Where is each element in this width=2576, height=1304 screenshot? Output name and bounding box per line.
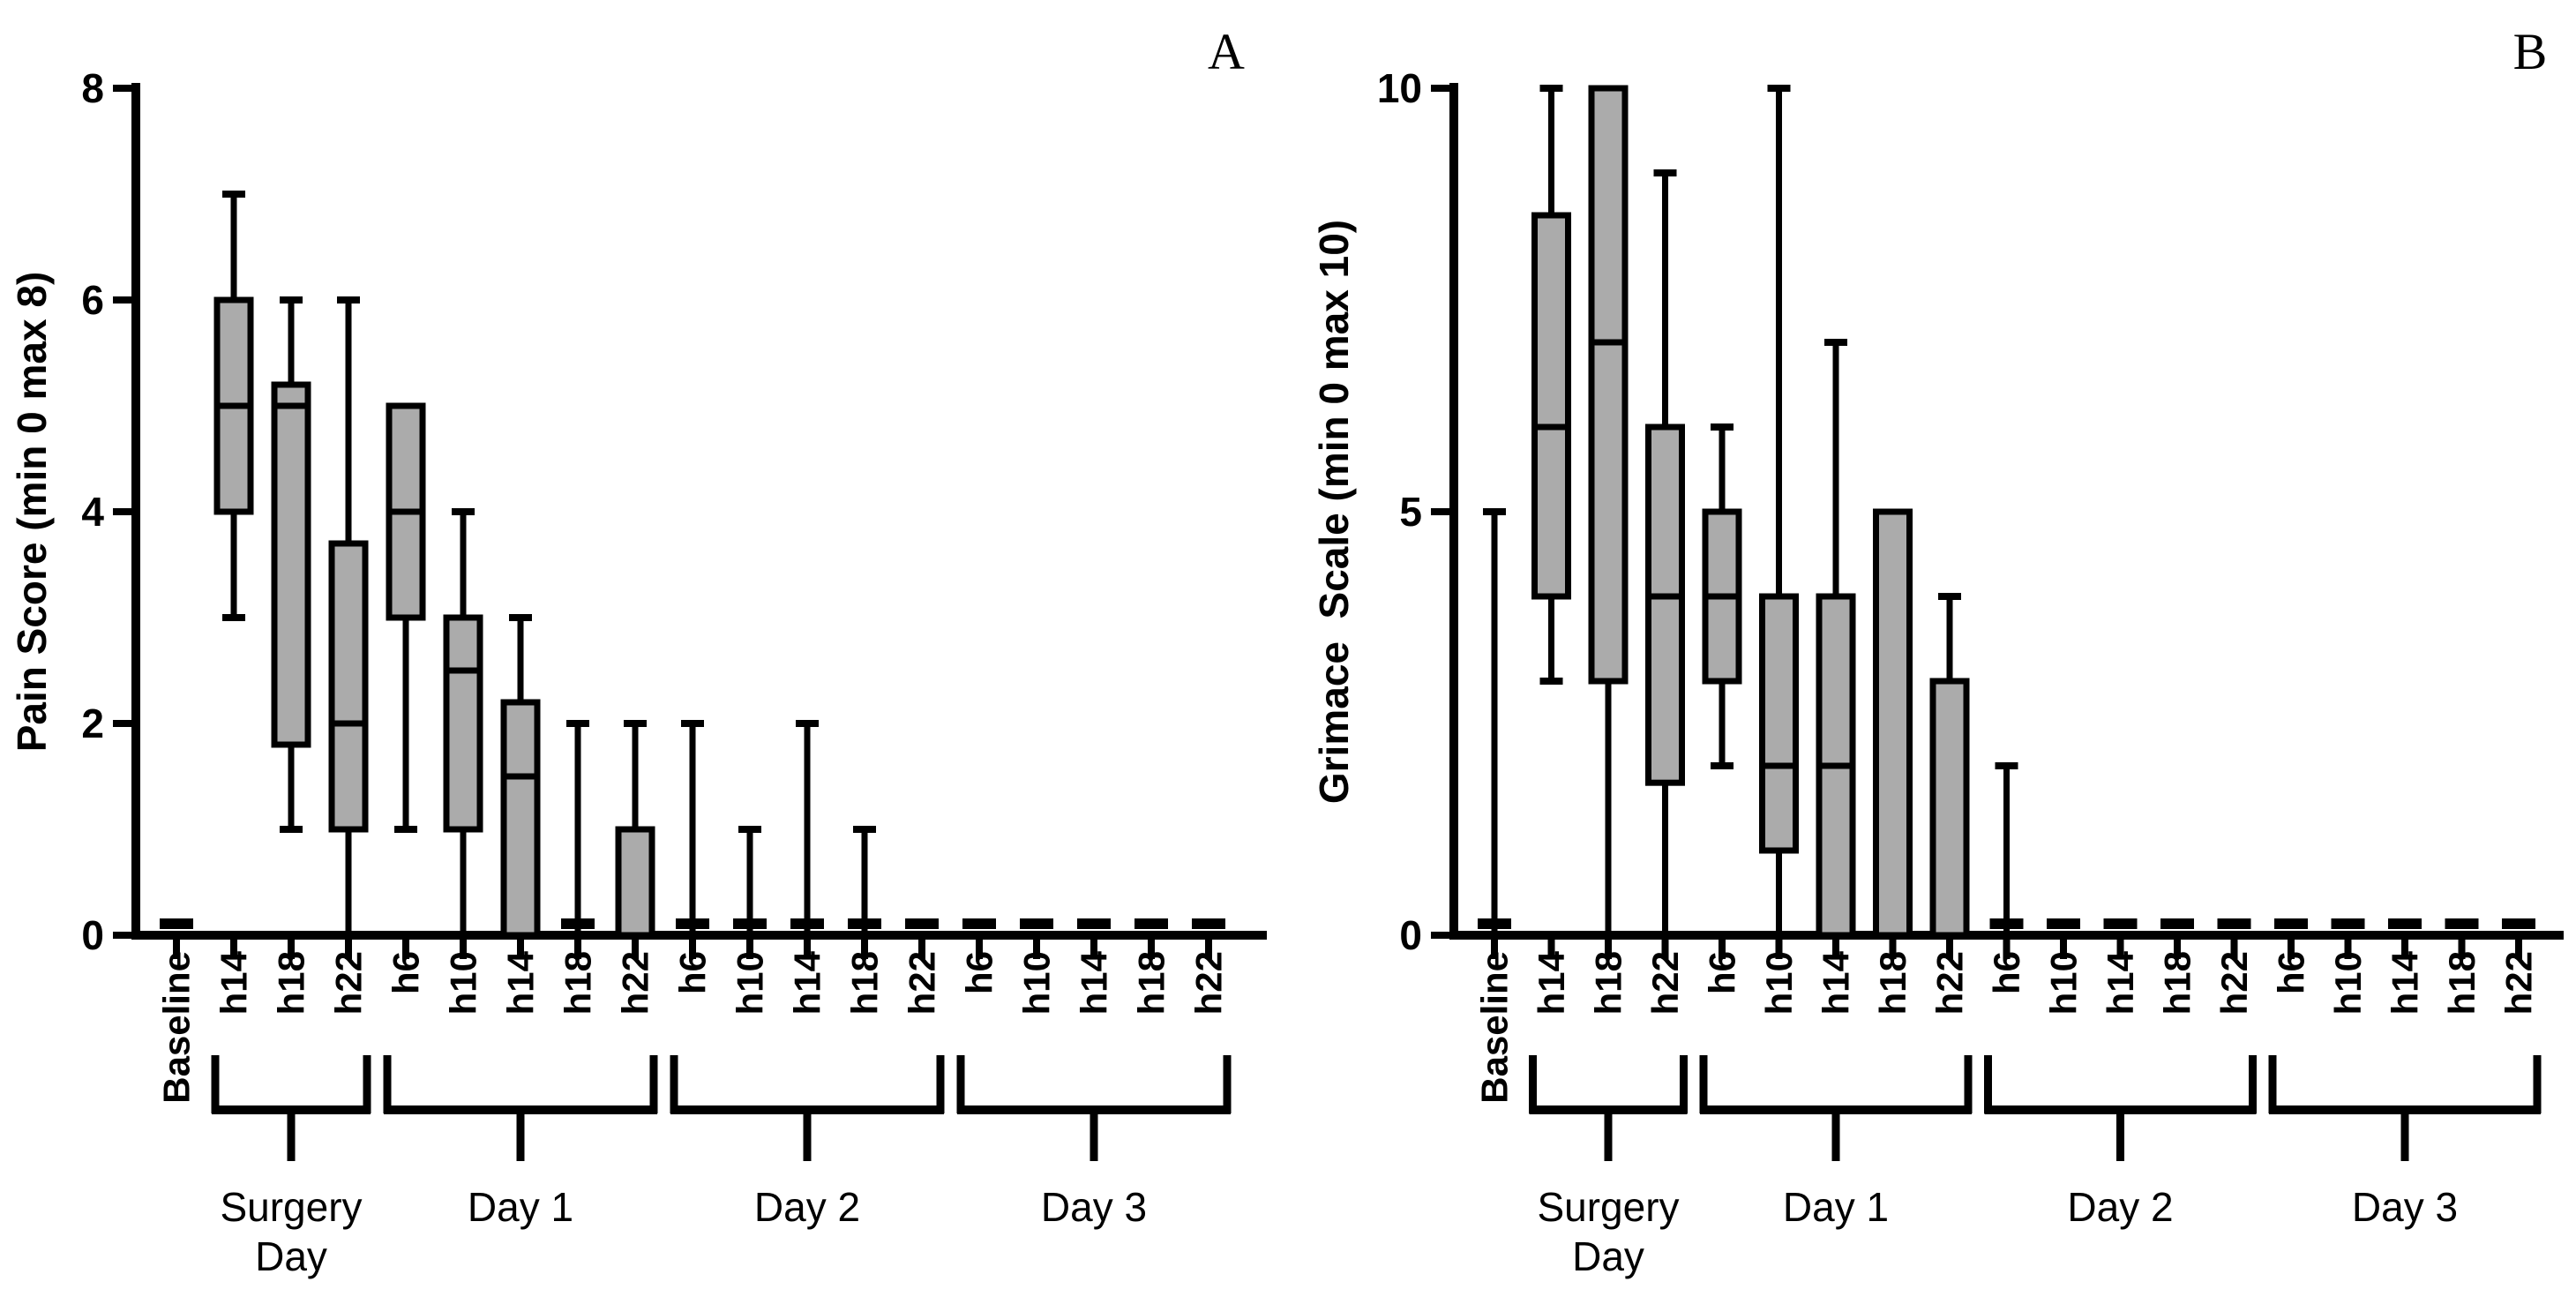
x-tick-label: h14 xyxy=(1074,950,1115,1015)
box-rect xyxy=(328,540,369,833)
x-tick-label: h22 xyxy=(1644,951,1686,1015)
x-tick-label: h22 xyxy=(2213,951,2255,1015)
x-tick-label: h6 xyxy=(2271,951,2312,994)
zero-bar xyxy=(790,918,824,929)
x-tick-label: h6 xyxy=(959,951,1000,994)
y-tick-label: 4 xyxy=(81,489,104,535)
box-rect xyxy=(1645,423,1685,786)
x-tick-label: h22 xyxy=(1929,951,1971,1015)
x-tick-label: h22 xyxy=(1188,951,1230,1015)
box-rect xyxy=(271,381,311,748)
zero-bar xyxy=(1478,918,1511,929)
zero-bar xyxy=(848,918,881,929)
zero-bar xyxy=(1020,918,1053,929)
x-tick-label: h10 xyxy=(2327,951,2369,1015)
x-tick-label: h18 xyxy=(1872,951,1913,1015)
group-label: Day 2 xyxy=(2067,1184,2173,1230)
x-tick-label: h14 xyxy=(2385,950,2426,1015)
x-tick-label: h18 xyxy=(558,951,599,1015)
box-rect xyxy=(500,699,541,939)
x-tick-label: h10 xyxy=(1758,951,1800,1015)
x-tick-label: h18 xyxy=(844,951,886,1015)
x-tick-label: h22 xyxy=(328,951,370,1015)
box-rect xyxy=(1531,212,1571,600)
y-tick-label: 2 xyxy=(81,701,104,746)
x-tick-label: h14 xyxy=(787,950,828,1015)
x-tick-label: h14 xyxy=(500,950,542,1015)
x-tick-label: h6 xyxy=(1702,951,1743,994)
y-axis-title-grimace-scale: Grimace Scale (min 0 max 10) xyxy=(1311,219,1357,805)
panel-letter-a: A xyxy=(1208,23,1245,80)
y-tick-label: 0 xyxy=(1399,912,1422,958)
x-tick-label: h22 xyxy=(615,951,656,1015)
x-tick-label: h10 xyxy=(2043,951,2085,1015)
zero-bar xyxy=(2388,918,2422,929)
group-label: Surgery Day xyxy=(220,1184,362,1279)
x-tick-label: h14 xyxy=(1531,950,1572,1015)
y-tick-label: 0 xyxy=(81,912,104,958)
zero-bar xyxy=(2502,918,2535,929)
x-tick-label: h10 xyxy=(730,951,771,1015)
x-tick-label: h18 xyxy=(1131,951,1172,1015)
x-tick-label: h6 xyxy=(672,951,714,994)
box-rect xyxy=(615,826,655,939)
zero-bar xyxy=(1192,918,1225,929)
zero-bar xyxy=(561,918,595,929)
zero-bar xyxy=(2103,918,2138,929)
y-axis-title-pain-score: Pain Score (min 0 max 8) xyxy=(9,271,55,753)
y-tick-label: 6 xyxy=(81,277,104,323)
group-label: Day 2 xyxy=(754,1184,860,1230)
group-label: Day 3 xyxy=(2352,1184,2458,1230)
zero-bar xyxy=(676,918,709,929)
group-label: Day 3 xyxy=(1041,1184,1147,1230)
x-tick-label: h18 xyxy=(1588,951,1629,1015)
zero-bar xyxy=(160,918,193,929)
x-tick-label: h6 xyxy=(1986,951,2027,994)
x-tick-label: h14 xyxy=(213,950,255,1015)
panel-letter-b: B xyxy=(2512,23,2548,80)
box-rect xyxy=(1929,678,1970,939)
zero-bar xyxy=(1077,918,1111,929)
x-tick-label: h10 xyxy=(443,951,484,1015)
box-rect xyxy=(1873,508,1913,939)
y-tick-label: 5 xyxy=(1399,489,1422,535)
x-tick-label: h18 xyxy=(2157,951,2198,1015)
zero-bar xyxy=(2331,918,2365,929)
x-tick-label: h18 xyxy=(271,951,312,1015)
zero-bar xyxy=(2047,918,2080,929)
zero-bar xyxy=(905,918,939,929)
x-tick-label: Baseline xyxy=(1474,951,1516,1104)
zero-bar xyxy=(962,918,996,929)
box-rect xyxy=(1588,85,1629,685)
x-tick-label: h6 xyxy=(386,951,427,994)
zero-bar xyxy=(2160,918,2194,929)
group-label: Day 1 xyxy=(1783,1184,1889,1230)
group-label: Day 1 xyxy=(468,1184,573,1230)
zero-bar xyxy=(2445,918,2479,929)
zero-bar xyxy=(733,918,767,929)
x-tick-label: h10 xyxy=(1016,951,1058,1015)
x-tick-label: h18 xyxy=(2441,951,2482,1015)
group-label: Surgery Day xyxy=(1537,1184,1679,1279)
zero-bar xyxy=(1989,918,2024,929)
zero-bar xyxy=(2217,918,2251,929)
x-tick-label: Baseline xyxy=(156,951,198,1104)
x-tick-label: h14 xyxy=(1816,950,1857,1015)
x-tick-label: h22 xyxy=(902,951,943,1015)
box-rect xyxy=(443,614,483,833)
zero-bar xyxy=(1134,918,1168,929)
x-tick-label: h22 xyxy=(2498,951,2540,1015)
y-tick-label: 10 xyxy=(1377,65,1422,111)
x-tick-label: h14 xyxy=(2100,950,2141,1015)
box-rect xyxy=(1759,593,1799,854)
y-tick-label: 8 xyxy=(81,65,104,111)
zero-bar xyxy=(2274,918,2308,929)
